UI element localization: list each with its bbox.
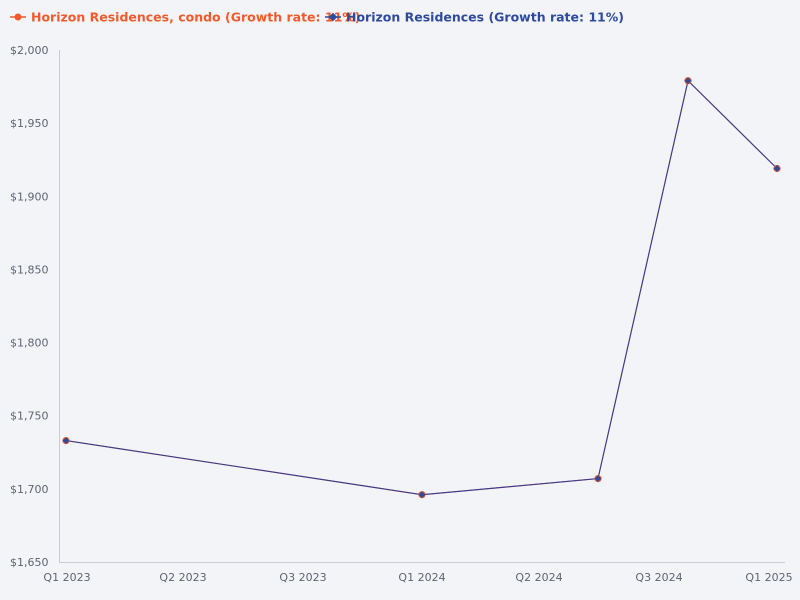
legend-item-residences[interactable]: Horizon Residences (Growth rate: 11%) [325, 10, 624, 25]
x-tick-label: Q3 2023 [279, 571, 326, 584]
data-point-residences[interactable] [684, 77, 692, 85]
data-point-residences[interactable] [773, 165, 781, 172]
data-point-residences[interactable] [62, 437, 70, 444]
legend: Horizon Residences, condo (Growth rate: … [10, 10, 624, 25]
x-tick-label: Q1 2023 [43, 571, 90, 584]
x-tick-label: Q2 2023 [159, 571, 206, 584]
legend-label-residences: Horizon Residences (Growth rate: 11%) [346, 10, 624, 25]
series-layer [62, 77, 781, 499]
legend-item-condo[interactable]: Horizon Residences, condo (Growth rate: … [10, 10, 361, 25]
y-tick-label: $1,700 [10, 483, 49, 496]
legend-marker-condo [14, 13, 22, 21]
data-point-residences[interactable] [418, 491, 426, 499]
y-tick-label: $2,000 [10, 44, 49, 57]
x-tick-label: Q1 2025 [745, 571, 792, 584]
y-tick-label: $1,800 [10, 337, 49, 350]
legend-label-condo: Horizon Residences, condo (Growth rate: … [31, 10, 361, 25]
y-tick-label: $1,650 [10, 556, 49, 569]
x-tick-label: Q3 2024 [635, 571, 682, 584]
y-tick-label: $1,950 [10, 117, 49, 130]
series-line-condo [65, 79, 778, 496]
legend-marker-residences [328, 12, 338, 22]
x-tick-label: Q1 2024 [398, 571, 445, 584]
x-tick-label: Q2 2024 [515, 571, 562, 584]
x-axis-ticks: Q1 2023 Q2 2023 Q3 2023 Q1 2024 Q2 2024 Q3 20… [43, 571, 792, 584]
y-tick-label: $1,850 [10, 263, 49, 276]
y-tick-label: $1,750 [10, 410, 49, 423]
y-tick-label: $1,900 [10, 190, 49, 203]
series-line-residences [65, 79, 778, 496]
y-axis-ticks: $1,650 $1,700 $1,750 $1,800 $1,850 $1,900 $1,9… [10, 44, 49, 569]
